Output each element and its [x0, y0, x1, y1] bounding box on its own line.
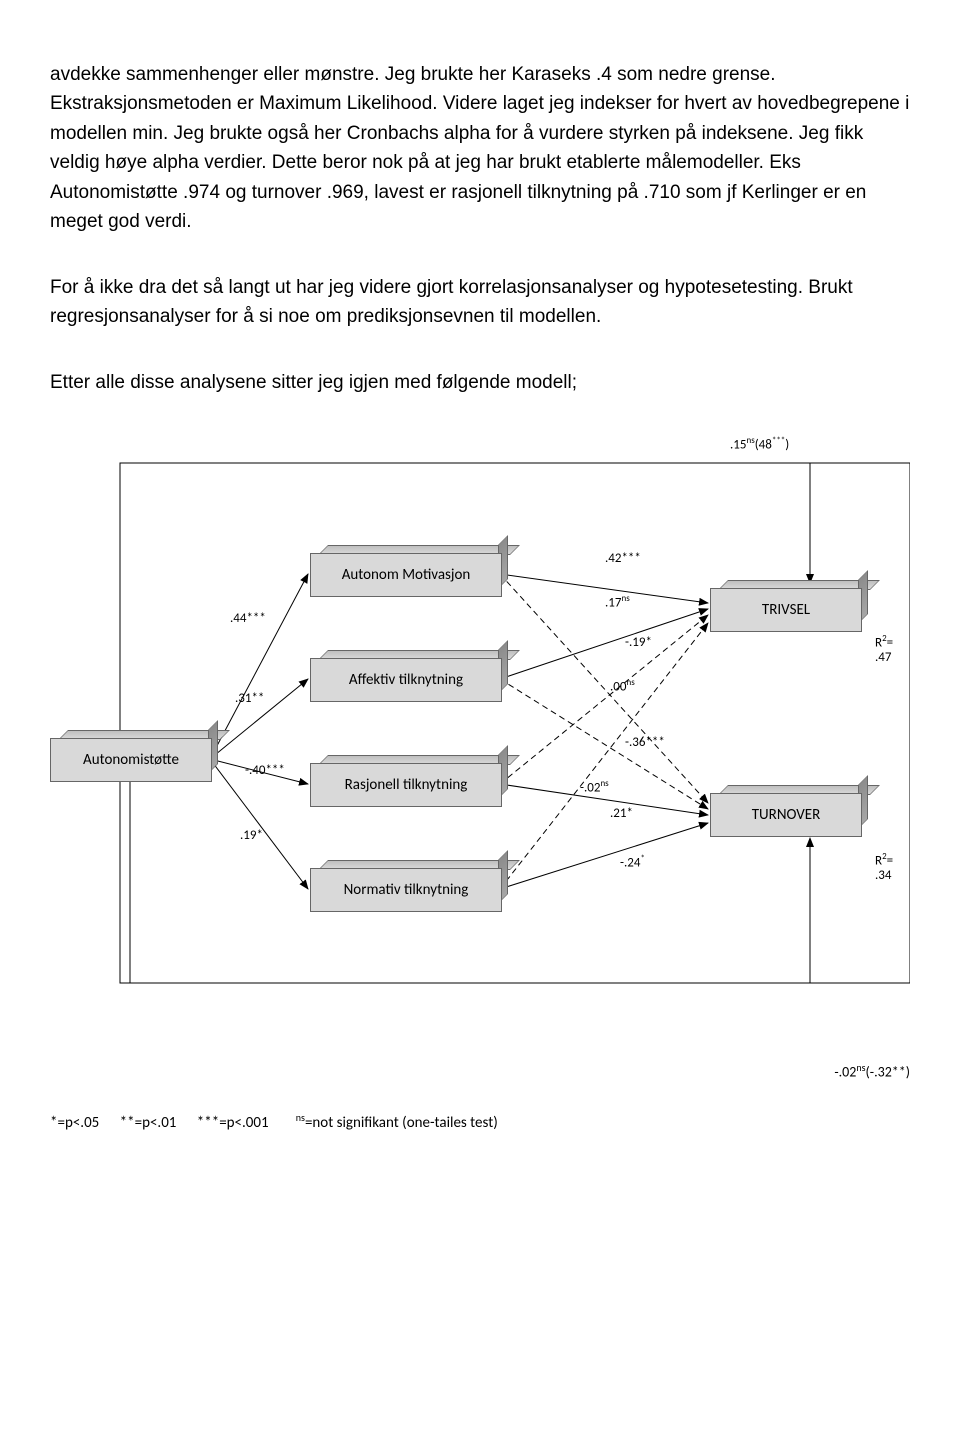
coef-auto-affekt: .31**: [235, 691, 264, 706]
paragraph-1: avdekke sammenhenger eller mønstre. Jeg …: [50, 60, 910, 237]
coef-neg24: -.24*: [620, 853, 645, 870]
node-trivsel: TRIVSEL: [710, 588, 860, 630]
coef-auto-norm: .19*: [240, 828, 263, 843]
coef-neg19: -.19*: [625, 635, 652, 650]
coef-auto-motiv: .44***: [230, 611, 266, 626]
r2-trivsel: R2= .47: [875, 633, 910, 665]
bottom-indirect-label: -.02ns(-.32**): [50, 1061, 910, 1081]
legend-p01b: **=p<.01: [120, 1114, 177, 1132]
significance-legend: *=p<.05 **=p<.01 ***=p<.001 ns=not signi…: [50, 1111, 910, 1132]
path-model-diagram: .15ns(48***) Autonomistøt: [50, 433, 910, 1053]
r2-turnover: R2= .34: [875, 851, 910, 883]
coef-17ns: .17ns: [605, 593, 630, 610]
node-autonomistotte: Autonomistøtte: [50, 738, 210, 780]
coef-neg36: -.36***: [625, 735, 665, 750]
paragraph-2: For å ikke dra det så langt ut har jeg v…: [50, 273, 910, 332]
node-autonom-motivasjon: Autonom Motivasjon: [310, 553, 500, 595]
node-label: TURNOVER: [752, 806, 821, 824]
coef-neg02: -.02ns: [580, 778, 609, 795]
node-rasjonell: Rasjonell tilknytning: [310, 763, 500, 805]
legend-p001: ***=p<.001: [197, 1114, 269, 1132]
node-normativ: Normativ tilknytning: [310, 868, 500, 910]
paragraph-3: Etter alle disse analysene sitter jeg ig…: [50, 368, 910, 397]
coef-21: .21*: [610, 806, 633, 821]
node-label: TRIVSEL: [762, 601, 810, 619]
node-label: Normativ tilknytning: [344, 881, 469, 899]
coef-auto-rasj: -.40***: [245, 763, 285, 778]
node-label: Affektiv tilknytning: [349, 671, 463, 689]
node-affektiv: Affektiv tilknytning: [310, 658, 500, 700]
node-turnover: TURNOVER: [710, 793, 860, 835]
legend-ns: ns=not signifikant (one-tailes test): [296, 1114, 498, 1132]
node-label: Autonom Motivasjon: [342, 566, 471, 584]
coef-motiv-triv: .42***: [605, 551, 641, 566]
node-label: Rasjonell tilknytning: [345, 776, 468, 794]
legend-p05: *=p<.05: [50, 1114, 99, 1132]
node-label: Autonomistøtte: [83, 751, 179, 769]
coef-00ns: .00ns: [610, 677, 635, 694]
